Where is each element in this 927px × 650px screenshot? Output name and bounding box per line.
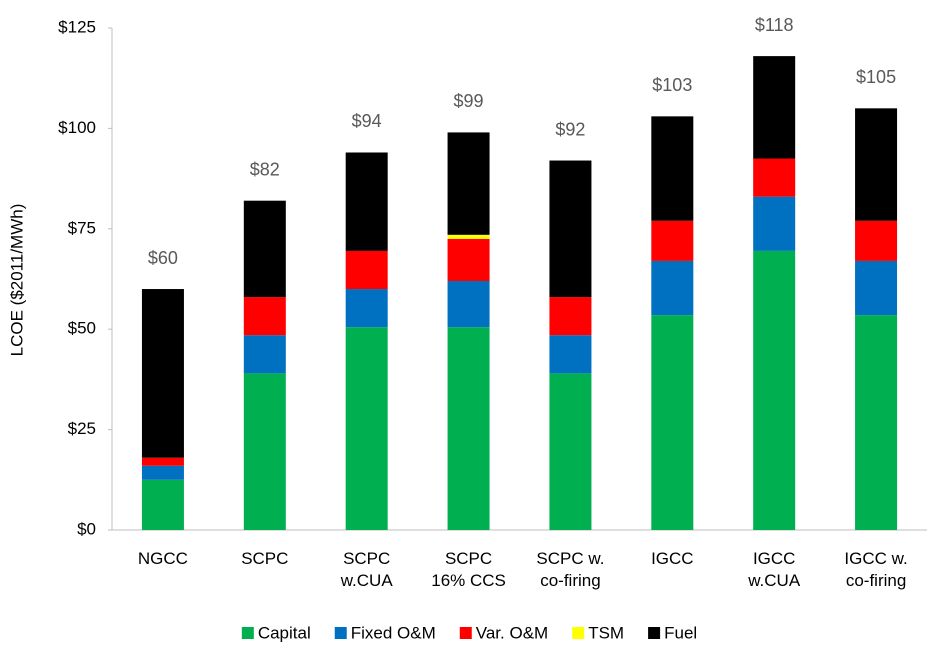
legend-swatch [334, 627, 347, 639]
x-tick-line: IGCC [753, 549, 796, 568]
bar-segment [345, 152, 388, 251]
bar-segment [855, 108, 898, 221]
y-tick-label: $125 [58, 17, 96, 36]
y-tick-label: $75 [68, 218, 96, 237]
x-tick-line: 16% CCS [431, 571, 506, 590]
bar-segment [855, 260, 898, 316]
legend-swatch [648, 627, 661, 639]
bar-segment [447, 238, 490, 282]
bar-segment [549, 335, 592, 374]
total-label: $99 [454, 91, 484, 111]
bar-segment [651, 220, 694, 261]
x-tick-label: SCPC w. co-firing [536, 549, 604, 590]
x-tick-label: IGCC [651, 549, 694, 568]
bar-segment [651, 315, 694, 530]
bar-segment [753, 196, 796, 251]
bar-segment [651, 116, 694, 221]
bar-segment [243, 297, 286, 336]
bar-segment [345, 289, 388, 328]
bar-segment [549, 160, 592, 298]
legend-label: TSM [588, 623, 624, 642]
y-tick-label: $50 [68, 319, 96, 338]
x-tick-label: SCPC [241, 549, 288, 568]
x-tick-label: IGCC w. co-firing [844, 549, 907, 590]
x-tick-line: SCPC [445, 549, 492, 568]
x-tick-line: SCPC [343, 549, 390, 568]
total-label: $105 [856, 67, 896, 87]
legend-swatch [241, 627, 254, 639]
bar-segment [549, 373, 592, 530]
bar-segment [447, 327, 490, 530]
total-label: $118 [755, 15, 794, 35]
x-tick-line: NGCC [138, 549, 188, 568]
x-tick-label: IGCC w.CUA [747, 549, 801, 590]
legend-swatch [572, 627, 585, 639]
total-label: $94 [352, 111, 382, 131]
legend-label: Fuel [664, 623, 697, 642]
bar-segment [549, 297, 592, 336]
x-tick-label: SCPC 16% CCS [431, 549, 506, 590]
bar-segment [345, 327, 388, 530]
y-tick-label: $25 [68, 419, 96, 438]
bar-segment [243, 200, 286, 298]
x-tick-line: SCPC [241, 549, 288, 568]
legend-label: Capital [258, 623, 311, 642]
x-tick-line: SCPC w. [536, 549, 604, 568]
bar-segment [141, 457, 184, 466]
legend: Capital Fixed O&M Var. O&M TSM Fuel [241, 623, 697, 642]
bar-segment [141, 479, 184, 530]
bar-segment [753, 56, 796, 159]
bar-segment [447, 281, 490, 328]
legend-label: Fixed O&M [351, 623, 436, 642]
bar-segment [345, 250, 388, 290]
bar-segment [141, 465, 184, 480]
total-label: $60 [148, 248, 178, 268]
bar-segment [753, 250, 796, 530]
legend-label: Var. O&M [476, 623, 548, 642]
bar-segment [447, 132, 490, 235]
y-axis-label: LCOE ($2011/MWh) [7, 204, 26, 357]
bar-segment [651, 260, 694, 316]
x-tick-line: co-firing [846, 571, 906, 590]
total-label: $82 [250, 159, 280, 179]
x-tick-label: NGCC [138, 549, 188, 568]
bar-segment [753, 158, 796, 197]
x-tick-line: IGCC [651, 549, 694, 568]
bar-segment [141, 289, 184, 458]
total-label: $92 [555, 119, 585, 139]
y-tick-label: $100 [58, 118, 96, 137]
x-tick-line: co-firing [540, 571, 600, 590]
bar-segment [243, 335, 286, 374]
legend-swatch [459, 627, 472, 639]
x-tick-label: SCPC w.CUA [340, 549, 394, 590]
bar-segment [855, 315, 898, 530]
y-tick-label: $0 [77, 519, 96, 538]
bar-segment [855, 220, 898, 261]
x-tick-line: w.CUA [747, 571, 801, 590]
total-label: $103 [652, 75, 692, 95]
bar-segment [243, 373, 286, 530]
x-tick-line: IGCC w. [844, 549, 907, 568]
bar-segment [447, 234, 490, 239]
x-tick-line: w.CUA [340, 571, 394, 590]
